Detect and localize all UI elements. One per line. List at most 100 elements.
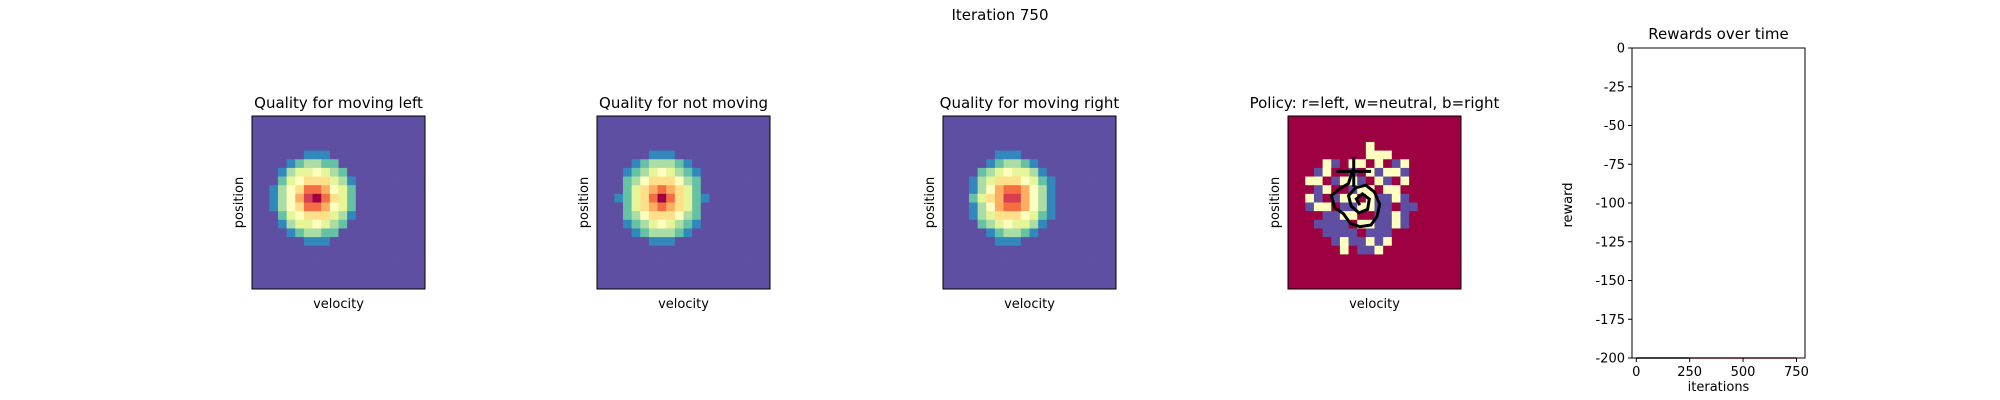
heatmap-cell bbox=[1357, 185, 1367, 195]
heatmap-cell bbox=[347, 219, 357, 229]
heatmap-cell bbox=[390, 124, 400, 134]
heatmap-cell bbox=[329, 280, 339, 290]
heatmap-cell bbox=[1288, 237, 1298, 247]
heatmap-cell bbox=[1400, 124, 1410, 134]
heatmap-cell bbox=[674, 211, 684, 221]
heatmap-cell bbox=[1012, 211, 1022, 221]
heatmap-cell bbox=[960, 133, 970, 143]
heatmap-cell bbox=[614, 280, 624, 290]
heatmap-cell bbox=[1012, 133, 1022, 143]
heatmap-cell bbox=[744, 228, 754, 238]
heatmap-cell bbox=[1383, 280, 1393, 290]
heatmap-cell bbox=[286, 237, 296, 247]
heatmap-cell bbox=[1443, 271, 1453, 281]
heatmap-cell bbox=[700, 211, 710, 221]
heatmap-cell bbox=[338, 159, 348, 169]
heatmap-cell bbox=[1357, 202, 1367, 212]
heatmap-cell bbox=[269, 254, 279, 264]
heatmap-cell bbox=[648, 237, 658, 247]
heatmap-cell bbox=[951, 185, 961, 195]
heatmap-cell bbox=[1357, 133, 1367, 143]
heatmap-cell bbox=[277, 185, 287, 195]
heatmap-cell bbox=[277, 228, 287, 238]
heatmap-cell bbox=[1417, 176, 1427, 186]
heatmap-cell bbox=[735, 133, 745, 143]
heatmap-cell bbox=[968, 176, 978, 186]
heatmap-cell bbox=[1012, 219, 1022, 229]
heatmap-cell bbox=[1339, 124, 1349, 134]
heatmap-cell bbox=[666, 228, 676, 238]
heatmap-cell bbox=[943, 237, 953, 247]
heatmap-cell bbox=[329, 202, 339, 212]
heatmap-cell bbox=[269, 167, 279, 177]
heatmap-cell bbox=[1383, 141, 1393, 151]
heatmap-cell bbox=[1400, 211, 1410, 221]
heatmap-cell bbox=[1331, 219, 1341, 229]
heatmap-cell bbox=[390, 271, 400, 281]
heatmap-cell bbox=[390, 150, 400, 160]
heatmap-cell bbox=[692, 150, 702, 160]
heatmap-cell bbox=[1331, 141, 1341, 151]
heatmap-cell bbox=[1443, 141, 1453, 151]
heatmap-cell bbox=[1400, 159, 1410, 169]
heatmap-cell bbox=[390, 185, 400, 195]
heatmap-cell bbox=[321, 263, 331, 273]
heatmap-cell bbox=[321, 193, 331, 203]
heatmap-cell bbox=[1296, 263, 1306, 273]
heatmap-cell bbox=[951, 245, 961, 255]
heatmap-cell bbox=[1098, 245, 1108, 255]
heatmap-cell bbox=[1064, 150, 1074, 160]
heatmap-cell bbox=[1012, 185, 1022, 195]
heatmap-cell bbox=[648, 167, 658, 177]
heatmap-cell bbox=[1322, 254, 1332, 264]
heatmap-cell bbox=[1090, 219, 1100, 229]
heatmap-cell bbox=[1435, 219, 1445, 229]
heatmap-cell bbox=[1038, 176, 1048, 186]
heatmap-cell bbox=[373, 133, 383, 143]
heatmap-cell bbox=[260, 271, 270, 281]
heatmap-cell bbox=[960, 185, 970, 195]
heatmap-cell bbox=[277, 116, 287, 126]
heatmap-cell bbox=[1435, 228, 1445, 238]
heatmap-cell bbox=[752, 228, 762, 238]
heatmap-cell bbox=[761, 228, 771, 238]
heatmap-cell bbox=[648, 254, 658, 264]
heatmap-cell bbox=[1305, 176, 1315, 186]
heatmap-cell bbox=[1012, 202, 1022, 212]
heatmap-cell bbox=[761, 211, 771, 221]
heatmap-cell bbox=[303, 193, 313, 203]
heatmap-cell bbox=[1313, 176, 1323, 186]
heatmap-cell bbox=[1452, 176, 1462, 186]
heatmap-cell bbox=[1064, 159, 1074, 169]
heatmap-cell bbox=[614, 167, 624, 177]
heatmap-cell bbox=[1090, 237, 1100, 247]
chart-title-3: Quality for moving right bbox=[940, 94, 1120, 112]
heatmap-cell bbox=[700, 150, 710, 160]
heatmap-cell bbox=[614, 124, 624, 134]
heatmap-cell bbox=[1339, 116, 1349, 126]
heatmap-cell bbox=[1313, 116, 1323, 126]
heatmap-cell bbox=[1305, 237, 1315, 247]
heatmap-cell bbox=[1072, 124, 1082, 134]
heatmap-cell bbox=[373, 116, 383, 126]
heatmap-cell bbox=[381, 124, 391, 134]
heatmap-cell bbox=[1020, 141, 1030, 151]
heatmap-cell bbox=[674, 202, 684, 212]
heatmap-cell bbox=[1288, 193, 1298, 203]
heatmap-cell bbox=[321, 185, 331, 195]
heatmap-cell bbox=[1452, 280, 1462, 290]
figure-title: Iteration 750 bbox=[951, 6, 1048, 24]
heatmap-cell bbox=[390, 133, 400, 143]
heatmap-cell bbox=[1029, 176, 1039, 186]
heatmap-cell bbox=[338, 237, 348, 247]
heatmap-cell bbox=[1400, 237, 1410, 247]
heatmap-cell bbox=[364, 280, 374, 290]
heatmap-cell bbox=[329, 271, 339, 281]
heatmap-cell bbox=[761, 167, 771, 177]
heatmap-cell bbox=[761, 263, 771, 273]
heatmap-cell bbox=[692, 237, 702, 247]
heatmap-cell bbox=[312, 228, 322, 238]
heatmap-cell bbox=[1003, 176, 1013, 186]
heatmap-cell bbox=[597, 237, 607, 247]
heatmap-cell bbox=[1029, 202, 1039, 212]
